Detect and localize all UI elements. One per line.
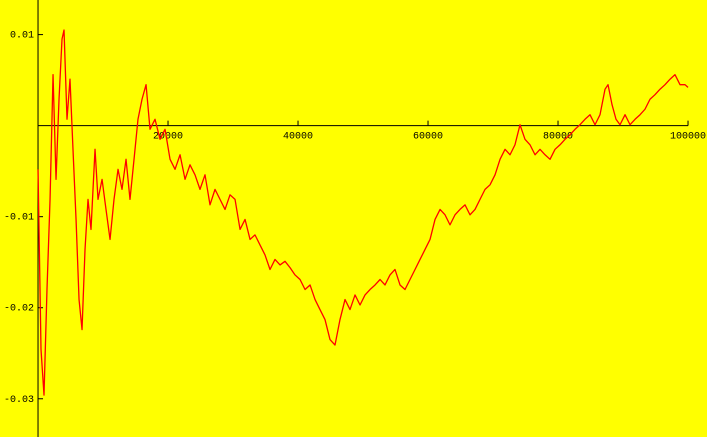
x-tick-label: 20000 xyxy=(153,132,183,143)
x-tick-label: 100000 xyxy=(670,132,706,143)
x-tick-label: 60000 xyxy=(413,132,443,143)
y-tick-label: -0.02 xyxy=(4,304,34,315)
x-tick-label: 40000 xyxy=(283,132,313,143)
x-tick-label: 80000 xyxy=(543,132,573,143)
y-tick-label: -0.01 xyxy=(4,213,34,224)
y-tick-label: -0.03 xyxy=(4,395,34,406)
data-line xyxy=(37,29,689,396)
y-tick-label: 0.01 xyxy=(10,31,34,42)
